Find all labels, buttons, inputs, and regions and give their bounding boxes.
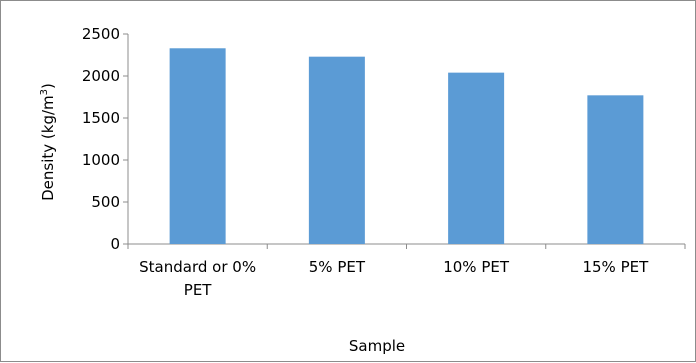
x-axis: Standard or 0% PET 5% PET 10% PET 15% PET <box>127 243 686 299</box>
y-tick-label: 1000 <box>82 151 120 169</box>
y-axis-title: Density (kg/m3) <box>39 83 57 201</box>
y-axis: 0 500 1000 1500 2000 2500 <box>82 25 129 253</box>
y-tick-label: 2000 <box>82 67 120 85</box>
x-tick-label: 15% PET <box>582 258 649 276</box>
x-axis-title: Sample <box>349 337 405 355</box>
x-tick-label: 5% PET <box>309 258 366 276</box>
x-tick-label: Standard or 0% PET <box>139 258 256 299</box>
bar <box>169 48 226 244</box>
y-tick-label: 2500 <box>82 25 120 43</box>
bar <box>308 56 365 245</box>
bar <box>448 72 505 244</box>
y-axis-title-close: ) <box>39 83 57 89</box>
bars <box>169 48 644 245</box>
y-tick-label: 1500 <box>82 109 120 127</box>
y-axis-title-superscript: 3 <box>39 89 50 95</box>
bar <box>587 95 644 244</box>
y-tick-label: 500 <box>91 193 120 211</box>
x-tick-label: 10% PET <box>443 258 510 276</box>
y-tick-label: 0 <box>110 235 120 253</box>
